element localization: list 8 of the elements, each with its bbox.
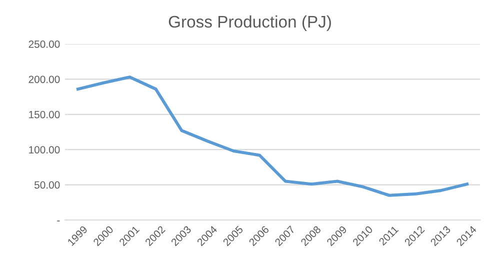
y-tick-label: 150.00: [29, 110, 60, 118]
chart-title: Gross Production (PJ): [168, 15, 331, 31]
y-tick-label: -: [57, 220, 60, 222]
y-tick-label: 100.00: [29, 146, 60, 154]
line-series: [76, 76, 469, 197]
y-tick-label: 50.00: [34, 181, 60, 189]
y-tick-label: 250.00: [28, 40, 60, 48]
y-tick-label: 200.00: [28, 76, 60, 84]
